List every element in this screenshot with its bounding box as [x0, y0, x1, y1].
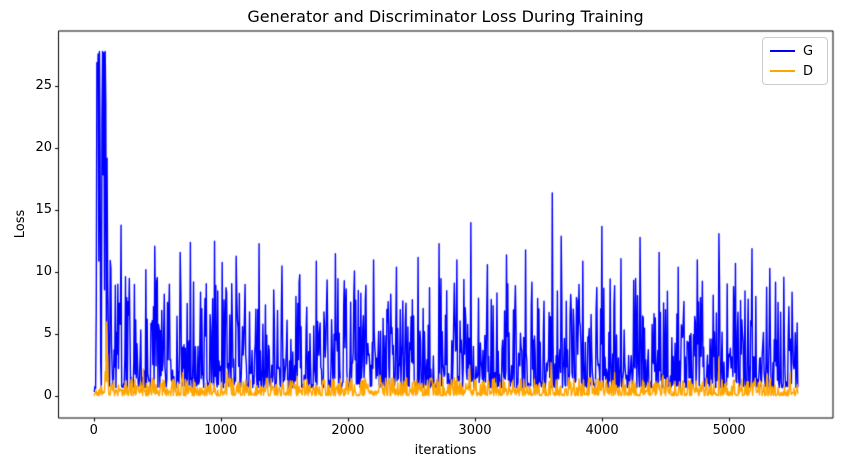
legend-item-G: G — [770, 42, 819, 60]
x-tick-label: 2000 — [331, 423, 365, 438]
x-tick-label: 5000 — [712, 423, 746, 438]
legend-line-G — [770, 50, 795, 52]
x-tick-label: 3000 — [458, 423, 492, 438]
x-tick-label: 1000 — [204, 423, 238, 438]
y-tick-label: 20 — [35, 140, 52, 156]
legend-label: G — [803, 43, 814, 59]
y-tick-label: 0 — [43, 388, 52, 404]
chart-title: Generator and Discriminator Loss During … — [247, 7, 644, 26]
x-axis-label: iterations — [414, 443, 477, 458]
y-tick-label: 5 — [43, 326, 52, 342]
legend-line-D — [770, 70, 795, 72]
legend-item-D: D — [770, 62, 819, 80]
y-tick-label: 15 — [35, 202, 52, 218]
x-tick-label: 4000 — [585, 423, 619, 438]
x-tick-label: 0 — [89, 423, 98, 438]
y-tick-label: 10 — [35, 264, 52, 280]
legend-label: D — [803, 63, 814, 79]
y-tick-label: 25 — [35, 78, 52, 94]
